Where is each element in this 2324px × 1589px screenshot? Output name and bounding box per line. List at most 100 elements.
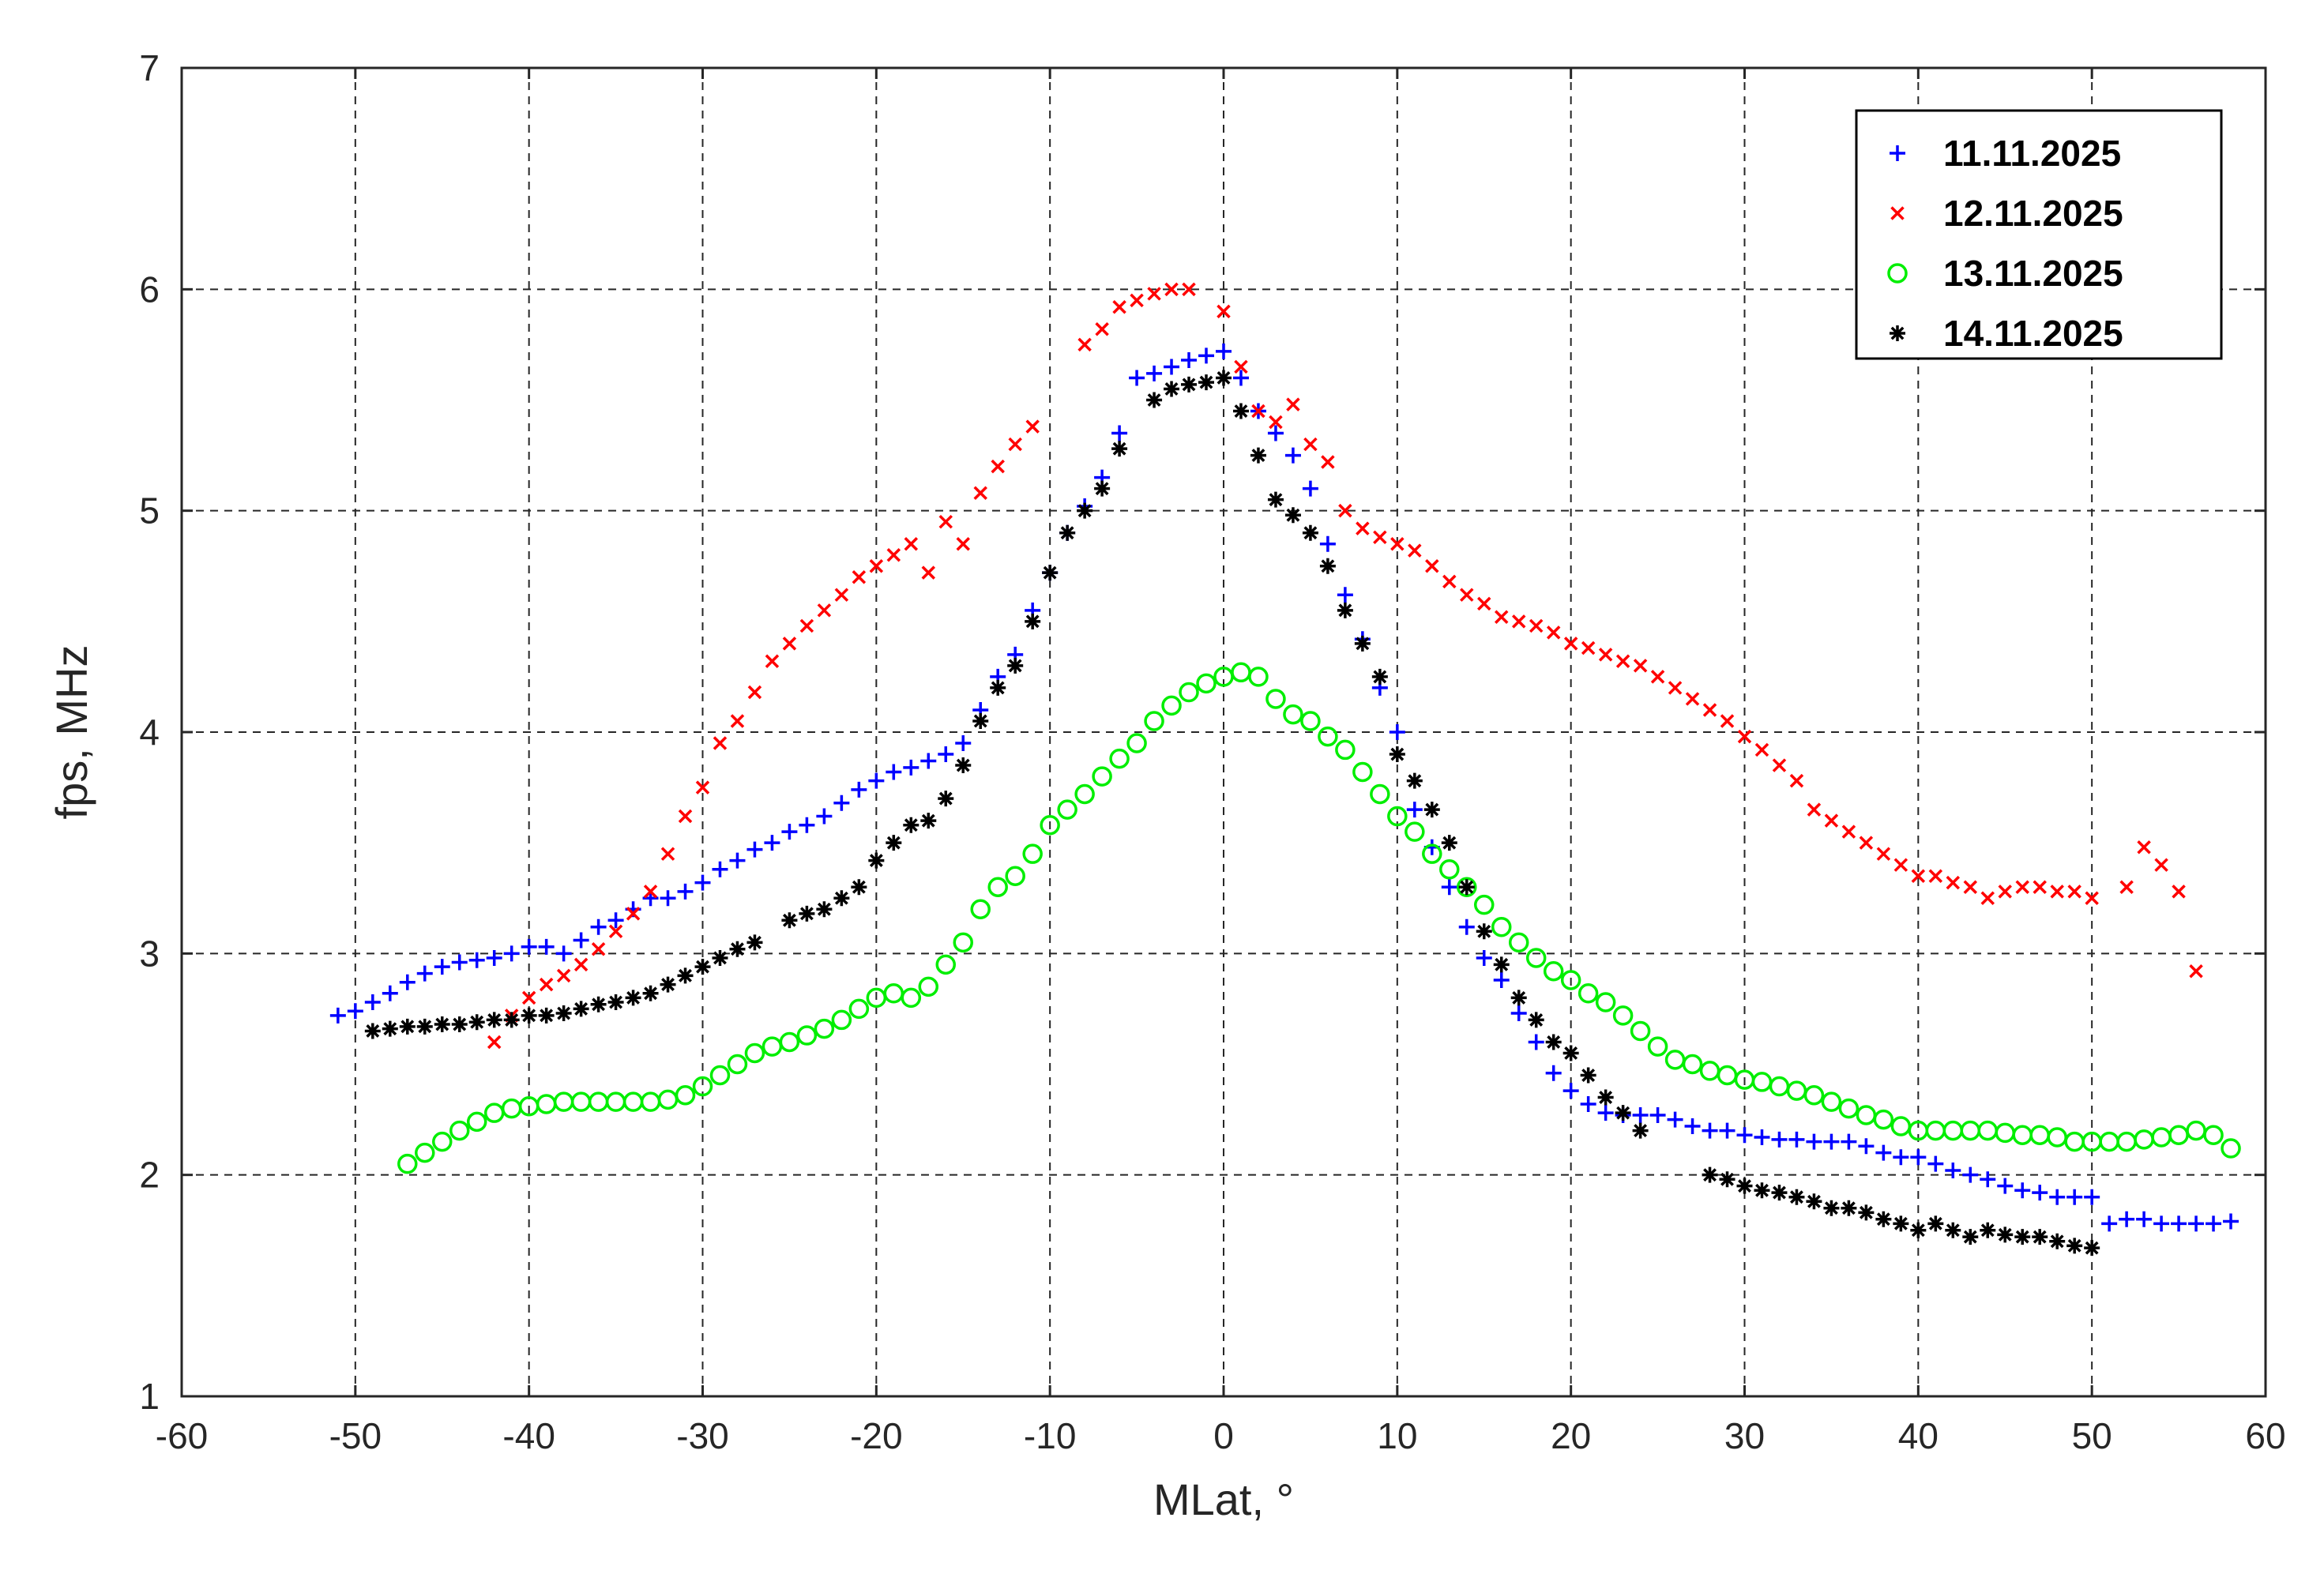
data-point [1823,1133,1840,1150]
data-point [1510,1005,1527,1022]
data-point [1042,565,1059,581]
data-point [1302,480,1318,497]
data-point [868,852,885,869]
data-point [956,536,970,551]
data-point [1352,761,1373,783]
data-point [848,998,870,1020]
data-point [1005,866,1025,886]
data-point [1508,932,1529,953]
data-point [1181,352,1198,369]
data-point [1821,1091,1842,1112]
data-point [1112,300,1126,314]
data-point [451,954,468,971]
data-point [1182,282,1196,297]
data-point [1389,724,1405,740]
data-point [2119,880,2134,894]
data-point [1007,657,1024,674]
data-point [1736,1178,1753,1194]
data-point [709,1065,731,1086]
data-point [955,735,972,752]
data-point [1702,1122,1718,1139]
data-point [503,945,520,962]
y-tick-label: 7 [139,47,160,88]
data-point [1356,521,1370,535]
data-point [608,924,623,939]
data-point [1875,1144,1892,1161]
data-point [2014,1229,2031,1245]
data-point [695,780,710,794]
data-point [987,877,1008,897]
data-point [1581,640,1596,656]
data-point [831,1009,852,1031]
data-point [1109,748,1130,769]
data-point [1164,359,1180,375]
data-point [678,809,693,824]
data-point [1319,535,1336,552]
data-point [1370,783,1390,805]
data-point [1719,1122,1735,1139]
data-point [746,934,763,951]
data-point [1319,558,1336,574]
data-point [1477,596,1491,611]
data-point [1161,695,1182,716]
data-point [1873,1109,1894,1130]
data-point [869,559,884,573]
data-point [1927,1215,1944,1232]
data-point [1633,659,1648,673]
data-point [1130,293,1144,308]
data-point [1164,282,1179,297]
data-point [799,618,814,633]
data-point [1647,1036,1668,1057]
data-point [1198,347,1215,364]
data-point [1511,614,1526,629]
data-point [329,1007,346,1024]
x-tick-label: -60 [156,1415,208,1456]
data-point [692,1076,713,1097]
data-point [816,901,833,918]
data-point [694,959,711,975]
data-point [1126,733,1147,753]
data-point [2032,1229,2048,1245]
data-point [486,949,502,966]
data-point [2085,891,2099,905]
data-point [1980,1171,1996,1188]
data-point [814,1018,835,1039]
data-point [1338,503,1352,518]
data-point [466,1111,487,1133]
data-point [1077,337,1092,352]
data-point [1476,923,1492,940]
data-point [712,861,728,877]
data-point [1040,814,1060,836]
data-point [1460,588,1474,602]
axis-ticks: -60 -50 -40 -30 -20 -10 0 10 20 30 40 50 60 1 2 3 4 5 6 7 [139,47,2285,1456]
data-point [2221,1138,2241,1159]
x-tick-label: 50 [2072,1415,2112,1456]
data-point [1772,758,1787,772]
data-point [938,746,954,763]
legend-entry-label: 11.11.2025 [1943,133,2121,174]
data-point [660,847,675,861]
legend-marker [1887,263,1908,284]
data-point [1198,374,1215,391]
data-point [1649,1106,1666,1123]
data-point [1354,635,1371,652]
data-point [2206,1215,2222,1232]
data-point [1838,1098,1860,1119]
data-point [1057,799,1077,820]
data-point [2014,1182,2031,1199]
y-tick-label: 4 [139,712,160,753]
y-tick-label: 3 [139,933,160,974]
data-point [2189,964,2203,979]
data-point [779,1031,800,1053]
data-point [2203,1125,2224,1145]
series-12.11.2025 [487,282,2203,1050]
data-point [364,1023,381,1039]
data-point [2049,1189,2066,1205]
legend: 11.11.2025 12.11.2025 13.11.2025 14.11.2025 [1855,109,2223,360]
x-tick-label: -50 [329,1415,382,1456]
data-point [449,1120,470,1141]
data-point [590,996,607,1012]
data-point [1267,491,1284,508]
data-point [1980,891,1995,905]
data-point [2172,885,2186,899]
